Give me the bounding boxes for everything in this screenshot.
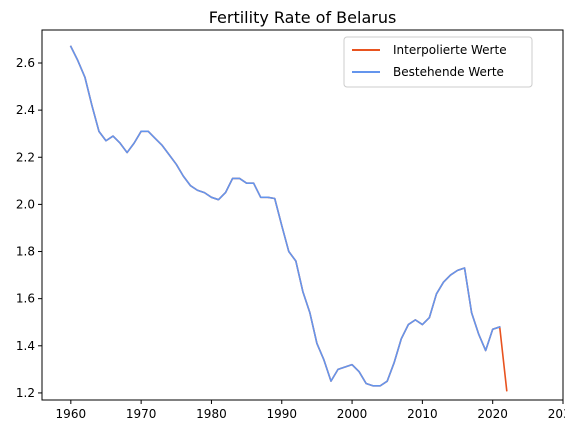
y-tick-label: 1.6 xyxy=(16,292,35,306)
x-tick-label: 1980 xyxy=(196,407,227,421)
x-tick-label: 2020 xyxy=(477,407,508,421)
y-tick-label: 2.2 xyxy=(16,150,35,164)
chart-title: Fertility Rate of Belarus xyxy=(209,8,397,27)
series-line-existing xyxy=(69,45,501,387)
x-tick-label: 2010 xyxy=(407,407,438,421)
x-tick-label: 1970 xyxy=(126,407,157,421)
y-tick-label: 2.4 xyxy=(16,103,35,117)
legend: Interpolierte Werte Bestehende Werte xyxy=(343,36,533,88)
y-axis: 1.2 1.4 1.6 1.8 2.0 2.2 2.4 2.6 xyxy=(16,56,42,400)
y-tick-label: 1.8 xyxy=(16,245,35,259)
legend-label-interpolated: Interpolierte Werte xyxy=(393,43,507,57)
x-tick-label: 1990 xyxy=(266,407,297,421)
y-tick-label: 2.6 xyxy=(16,56,35,70)
y-tick-label: 2.0 xyxy=(16,197,35,211)
plot-frame xyxy=(41,29,564,401)
x-tick-label: 2030 xyxy=(548,407,565,421)
x-tick-label: 2000 xyxy=(337,407,368,421)
x-axis: 1960 1970 1980 1990 2000 2010 2020 2030 xyxy=(56,400,565,421)
legend-label-existing: Bestehende Werte xyxy=(393,65,504,79)
series-layer xyxy=(69,45,508,392)
y-tick-label: 1.2 xyxy=(16,386,35,400)
x-tick-label: 1960 xyxy=(56,407,87,421)
y-tick-label: 1.4 xyxy=(16,339,35,353)
legend-box xyxy=(343,36,533,88)
